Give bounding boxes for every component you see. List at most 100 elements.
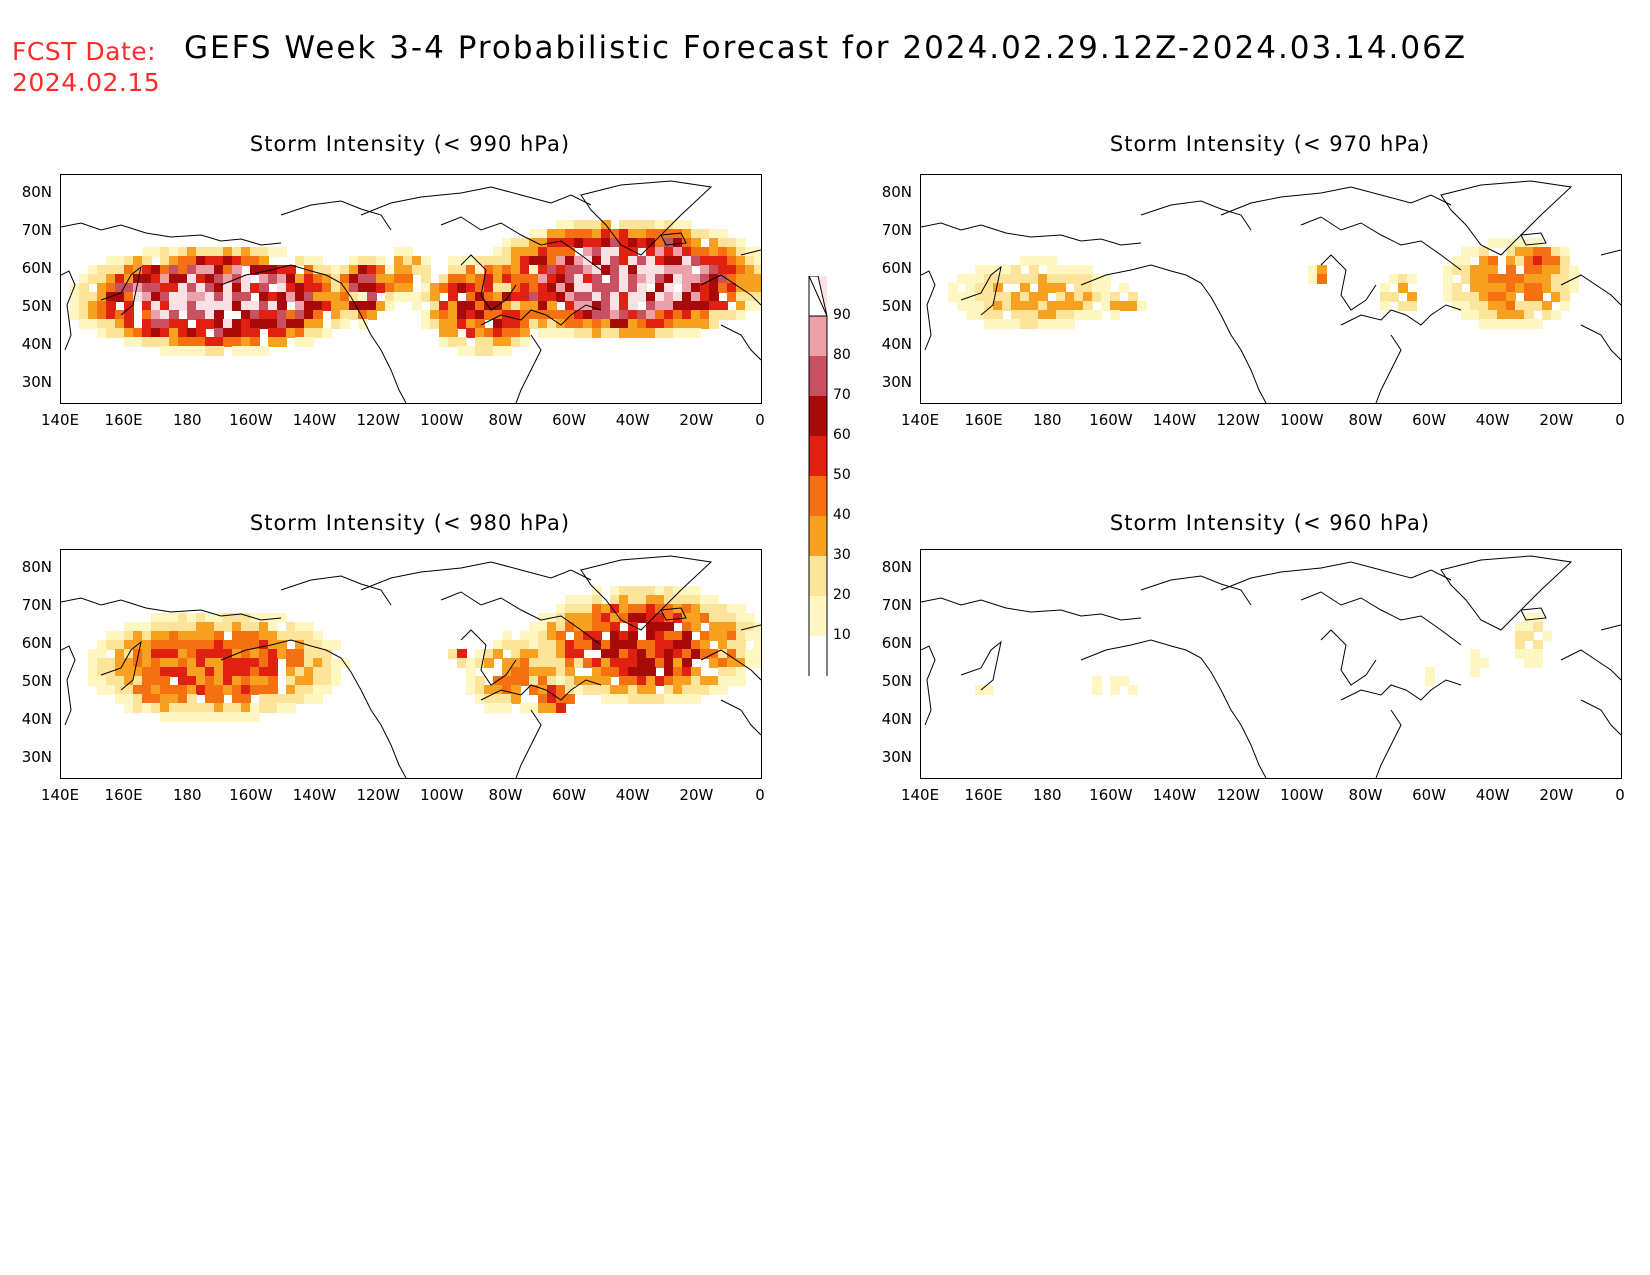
lon-label: 80W xyxy=(1348,411,1383,429)
colorbar-level-label: 40 xyxy=(833,507,851,523)
lon-label: 180 xyxy=(172,411,202,429)
lat-label: 40N xyxy=(21,335,52,353)
lat-label: 60N xyxy=(881,634,912,652)
main-title: GEFS Week 3-4 Probabilistic Forecast for… xyxy=(184,30,1468,66)
lon-label: 160E xyxy=(104,411,143,429)
lat-label: 80N xyxy=(21,183,52,201)
lon-label: 0 xyxy=(1615,411,1625,429)
fcst-label: FCST Date: xyxy=(12,37,157,66)
lon-label: 120W xyxy=(356,411,400,429)
colorbar-segment xyxy=(809,476,827,516)
lon-label: 0 xyxy=(755,411,765,429)
lat-label: 70N xyxy=(881,596,912,614)
coastline xyxy=(61,180,761,403)
colorbar-level-label: 20 xyxy=(833,587,851,603)
lat-label: 40N xyxy=(21,710,52,728)
lon-label: 160W xyxy=(229,786,273,804)
lon-label: 0 xyxy=(1615,786,1625,804)
coastline xyxy=(921,555,1621,778)
lon-label: 140E xyxy=(900,411,940,429)
lon-label: 160W xyxy=(229,411,273,429)
lat-label: 30N xyxy=(21,748,52,766)
colorbar-segment xyxy=(809,516,827,556)
probability-field xyxy=(88,586,761,722)
colorbar xyxy=(807,275,829,676)
lon-label: 40W xyxy=(1475,786,1510,804)
map-panel-990 xyxy=(60,174,762,404)
colorbar-level-label: 80 xyxy=(833,347,851,363)
lat-label: 30N xyxy=(881,748,912,766)
lat-label: 70N xyxy=(21,596,52,614)
panel-title-970: Storm Intensity (< 970 hPa) xyxy=(1109,132,1431,156)
fcst-date-block: FCST Date: 2024.02.15 xyxy=(12,36,160,98)
probability-field xyxy=(975,613,1552,695)
fcst-date: 2024.02.15 xyxy=(12,68,161,97)
lat-label: 80N xyxy=(881,183,912,201)
lat-label: 50N xyxy=(881,672,912,690)
lat-label: 70N xyxy=(881,221,912,239)
lon-label: 20W xyxy=(1539,786,1574,804)
lat-label: 60N xyxy=(881,259,912,277)
map-panel-970 xyxy=(920,174,1622,404)
panel-title-960: Storm Intensity (< 960 hPa) xyxy=(1109,511,1431,535)
lon-label: 80W xyxy=(488,786,523,804)
coastline xyxy=(61,555,761,778)
lon-label: 100W xyxy=(420,786,464,804)
lat-label: 80N xyxy=(881,558,912,576)
lon-label: 140E xyxy=(40,411,80,429)
lon-label: 60W xyxy=(552,411,587,429)
lon-label: 160W xyxy=(1089,411,1133,429)
lat-label: 30N xyxy=(881,373,912,391)
colorbar-level-label: 30 xyxy=(833,547,851,563)
lon-label: 160E xyxy=(964,411,1003,429)
coastline xyxy=(921,180,1621,403)
lon-label: 140W xyxy=(292,411,337,429)
colorbar-segment xyxy=(809,396,827,436)
lon-label: 120W xyxy=(356,786,400,804)
lat-label: 50N xyxy=(881,297,912,315)
lon-label: 140W xyxy=(292,786,337,804)
panel-title-980: Storm Intensity (< 980 hPa) xyxy=(249,511,571,535)
lon-label: 40W xyxy=(615,411,650,429)
colorbar-level-label: 70 xyxy=(833,387,851,403)
lon-label: 100W xyxy=(1280,786,1324,804)
lon-label: 40W xyxy=(1475,411,1510,429)
lon-label: 40W xyxy=(615,786,650,804)
lon-label: 180 xyxy=(172,786,202,804)
lon-label: 100W xyxy=(420,411,464,429)
map-panel-960 xyxy=(920,549,1622,779)
colorbar-segment xyxy=(809,436,827,476)
lon-label: 140E xyxy=(900,786,940,804)
lon-label: 180 xyxy=(1032,411,1062,429)
lat-label: 40N xyxy=(881,710,912,728)
lon-label: 120W xyxy=(1216,786,1260,804)
lon-label: 100W xyxy=(1280,411,1324,429)
lon-label: 0 xyxy=(755,786,765,804)
lon-label: 140E xyxy=(40,786,80,804)
lon-label: 60W xyxy=(1412,786,1447,804)
lon-label: 20W xyxy=(679,411,714,429)
colorbar-segment xyxy=(809,596,827,636)
lat-label: 60N xyxy=(21,634,52,652)
colorbar-segment xyxy=(809,556,827,596)
lon-label: 160E xyxy=(104,786,143,804)
lon-label: 60W xyxy=(1412,411,1447,429)
lat-label: 80N xyxy=(21,558,52,576)
colorbar-level-label: 50 xyxy=(833,467,851,483)
colorbar-level-label: 60 xyxy=(833,427,851,443)
lat-label: 50N xyxy=(21,672,52,690)
lat-label: 70N xyxy=(21,221,52,239)
colorbar-level-label: 90 xyxy=(833,307,851,323)
lon-label: 160E xyxy=(964,786,1003,804)
lat-label: 60N xyxy=(21,259,52,277)
colorbar-segment xyxy=(809,316,827,356)
lon-label: 20W xyxy=(679,786,714,804)
lat-label: 50N xyxy=(21,297,52,315)
lat-label: 30N xyxy=(21,373,52,391)
lon-label: 20W xyxy=(1539,411,1574,429)
lon-label: 60W xyxy=(552,786,587,804)
lon-label: 140W xyxy=(1152,411,1197,429)
colorbar-segment xyxy=(809,356,827,396)
probability-field xyxy=(70,220,761,356)
lon-label: 180 xyxy=(1032,786,1062,804)
